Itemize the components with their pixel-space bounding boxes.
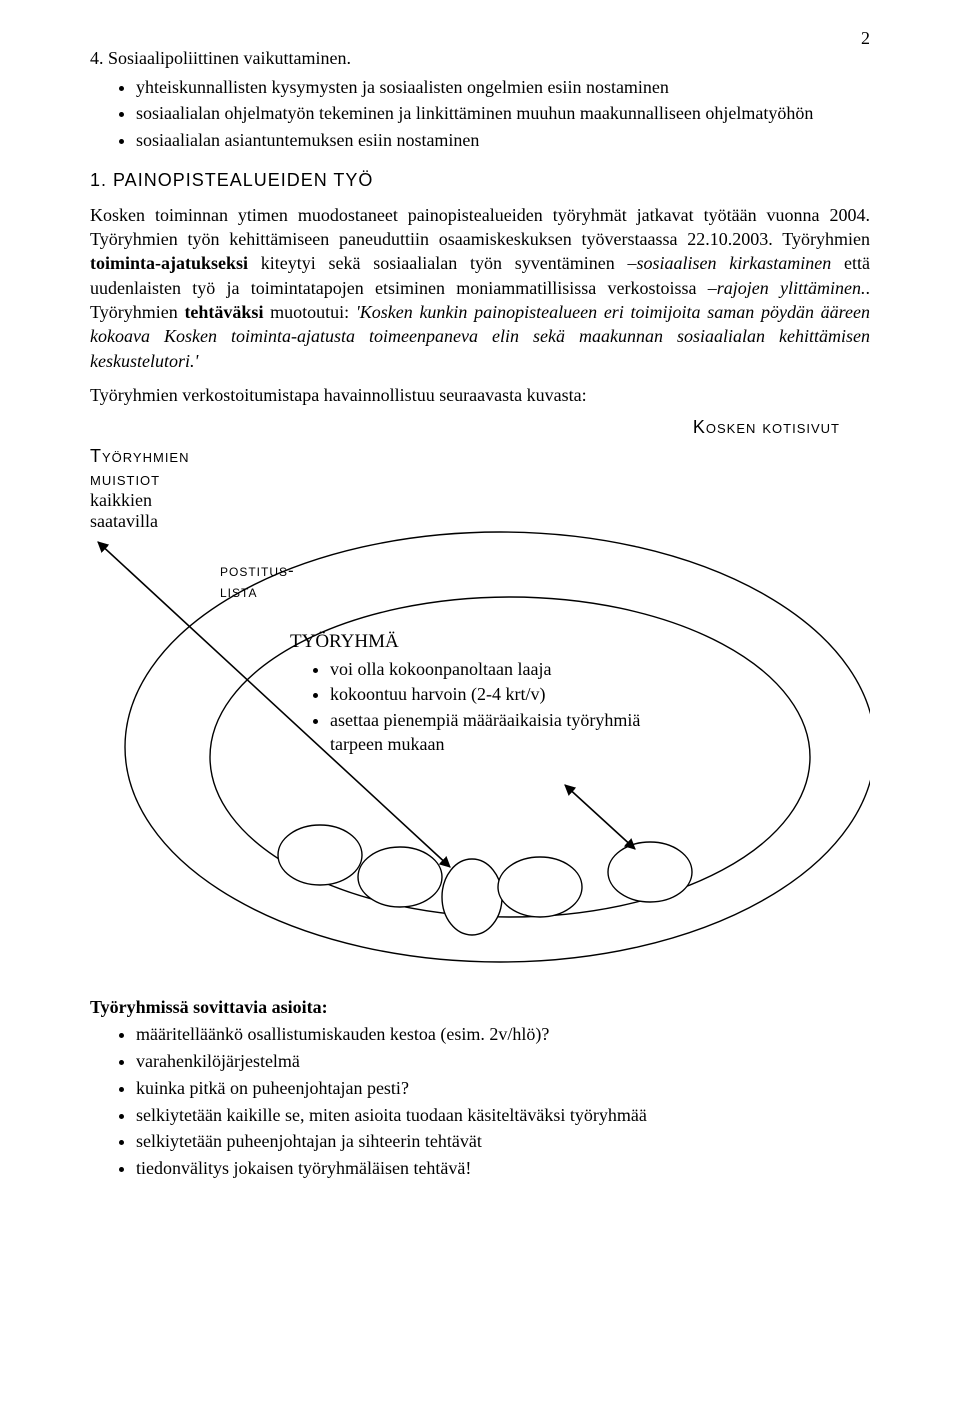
label-line: kaikkien [90, 490, 190, 511]
label-line: saatavilla [90, 511, 190, 532]
label-postituslista: postitus- lista [220, 561, 295, 602]
label-kotisivut: Kosken kotisivut [693, 417, 840, 438]
bottom-title: Työryhmissä sovittavia asioita: [90, 995, 870, 1020]
text-run-bold: toiminta-ajatukseksi [90, 253, 248, 273]
paragraph-1: Kosken toiminnan ytimen muodostaneet pai… [90, 203, 870, 373]
tyoryhma-bullets: voi olla kokoonpanoltaan laaja kokoontuu… [330, 657, 690, 756]
text-run: Kosken toiminnan ytimen muodostaneet pai… [90, 205, 870, 249]
list-item: varahenkilöjärjestelmä [136, 1049, 870, 1074]
text-run-italic: rajojen ylittäminen. [717, 278, 866, 298]
text-run-italic: sosiaalisen kirkastaminen [637, 253, 832, 273]
tyoryhma-box: TYÖRYHMÄ voi olla kokoonpanoltaan laaja … [290, 629, 690, 757]
network-diagram: Kosken kotisivut Työryhmien muistiot kai… [90, 417, 870, 977]
list-item: selkiytetään puheenjohtajan ja sihteerin… [136, 1129, 870, 1154]
text-run: muotoutui: [263, 302, 355, 322]
page-number: 2 [861, 28, 870, 49]
label-line: postitus- [220, 561, 295, 580]
bottom-section: Työryhmissä sovittavia asioita: määritel… [90, 995, 870, 1181]
text-run-bold: tehtäväksi [184, 302, 263, 322]
list-item: voi olla kokoonpanoltaan laaja [330, 657, 690, 681]
list-item: selkiytetään kaikille se, miten asioita … [136, 1103, 870, 1128]
document-page: 2 4. Sosiaalipoliittinen vaikuttaminen. … [0, 0, 960, 1410]
label-line: muistiot [90, 468, 190, 491]
section-4-bullets: yhteiskunnallisten kysymysten ja sosiaal… [136, 75, 870, 152]
list-item: asettaa pienempiä määräaikaisia työryhmi… [330, 708, 690, 757]
bottom-bullets: määritelläänkö osallistumiskauden kestoa… [136, 1022, 870, 1181]
text-run: kiteytyi sekä sosiaalialan työn syventäm… [248, 253, 636, 273]
label-line: Työryhmien [90, 445, 190, 468]
heading-painopistealueiden: 1. PAINOPISTEALUEIDEN TYÖ [90, 170, 870, 191]
section-4-title: 4. Sosiaalipoliittinen vaikuttaminen. [90, 48, 870, 69]
list-item: sosiaalialan ohjelmatyön tekeminen ja li… [136, 101, 870, 125]
label-line: lista [220, 582, 257, 601]
list-item: yhteiskunnallisten kysymysten ja sosiaal… [136, 75, 870, 99]
list-item: kokoontuu harvoin (2-4 krt/v) [330, 682, 690, 706]
tyoryhma-title: TYÖRYHMÄ [290, 629, 690, 655]
list-item: kuinka pitkä on puheenjohtajan pesti? [136, 1076, 870, 1101]
label-muistiot: Työryhmien muistiot kaikkien saatavilla [90, 445, 190, 532]
list-item: sosiaalialan asiantuntemuksen esiin nost… [136, 128, 870, 152]
paragraph-2: Työryhmien verkostoitumistapa havainnoll… [90, 383, 870, 407]
list-item: tiedonvälitys jokaisen työryhmäläisen te… [136, 1156, 870, 1181]
list-item: määritelläänkö osallistumiskauden kestoa… [136, 1022, 870, 1047]
